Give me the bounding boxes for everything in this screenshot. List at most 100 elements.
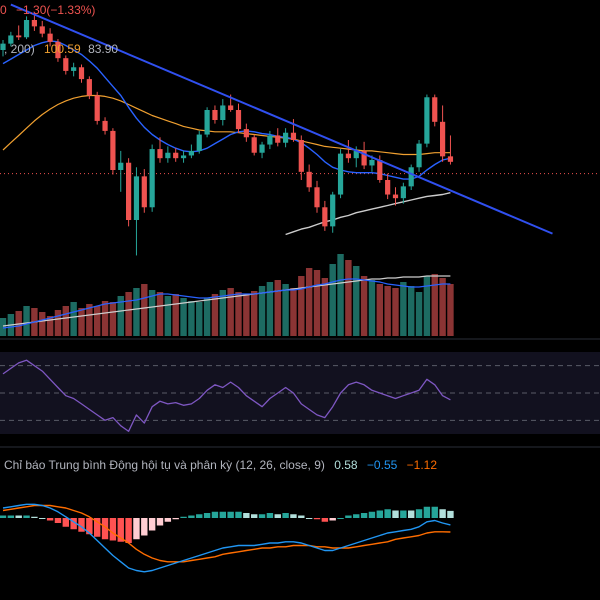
- candle-body: [78, 67, 85, 80]
- rsi-layer: [0, 359, 600, 432]
- price-layer: [0, 3, 600, 256]
- rsi-line: [2, 359, 451, 432]
- candle-body: [0, 43, 6, 50]
- volume-bar: [117, 296, 124, 336]
- legend-change: 0 −1.30(−1.33%): [0, 3, 95, 17]
- macd-hist-bar: [243, 513, 250, 518]
- candle-body: [345, 153, 351, 159]
- candle-body: [314, 187, 320, 208]
- volume-layer: [0, 254, 454, 336]
- volume-bar: [78, 308, 85, 336]
- volume-bar: [227, 288, 234, 336]
- candle-body: [353, 150, 359, 159]
- candle-body: [86, 79, 92, 96]
- candle-body: [361, 150, 367, 166]
- macd-hist-bar: [321, 518, 329, 522]
- volume-bar: [219, 290, 226, 336]
- volume-bar: [298, 276, 305, 336]
- macd-hist-bar: [384, 509, 391, 518]
- macd-hist-bar: [400, 510, 407, 518]
- ma-mid-line: [2, 94, 451, 156]
- macd-hist-bar: [337, 518, 344, 519]
- macd-hist-bar: [227, 511, 234, 518]
- volume-bar: [188, 301, 195, 336]
- candle-body: [440, 121, 446, 157]
- volume-bar: [46, 316, 54, 336]
- volume-bar: [337, 254, 344, 336]
- macd-hist-bar: [188, 515, 195, 518]
- volume-bar: [39, 312, 46, 336]
- volume-bar: [62, 306, 69, 336]
- macd-hist-bar: [211, 511, 219, 518]
- macd-hist-bar: [376, 510, 383, 518]
- candle-body: [220, 105, 226, 120]
- macd-hist-bar: [15, 515, 22, 518]
- macd-layer: [0, 503, 454, 573]
- candle-body: [212, 110, 218, 120]
- macd-hist-bar: [148, 518, 156, 531]
- macd-hist-bar: [0, 515, 7, 518]
- macd-hist-bar: [274, 514, 281, 518]
- candle-body: [392, 194, 399, 199]
- macd-signal-value: −1.12: [406, 458, 438, 472]
- macd-hist-bar: [313, 518, 321, 520]
- candle-body: [71, 67, 77, 71]
- legend-moving-averages: , 200) 100.59 83.90: [4, 42, 118, 56]
- volume-bar: [243, 294, 250, 336]
- macd-hist-bar: [368, 511, 376, 518]
- macd-hist-bar: [353, 514, 360, 518]
- candle-body: [432, 97, 438, 122]
- candle-body: [102, 120, 108, 131]
- volume-bar: [235, 292, 242, 336]
- candle-body: [377, 160, 383, 180]
- macd-hist-bar: [439, 509, 446, 518]
- volume-bar: [148, 290, 156, 336]
- candle-body: [196, 134, 202, 151]
- volume-ma-short-line: [2, 278, 451, 329]
- macd-hist-bar: [251, 514, 258, 518]
- candle-body: [275, 135, 281, 143]
- macd-hist-bar: [86, 518, 93, 535]
- macd-hist-bar: [345, 515, 352, 518]
- ma-params: , 200): [4, 42, 35, 56]
- volume-bar: [156, 292, 164, 336]
- macd-hist-bar: [54, 518, 62, 523]
- volume-bar: [180, 298, 187, 336]
- volume-bar: [368, 280, 376, 336]
- macd-hist-bar: [7, 515, 15, 518]
- volume-bar: [141, 284, 148, 336]
- candle-body: [55, 41, 61, 59]
- macd-title: Chỉ báo Trung bình Động hội tụ và phân k…: [4, 458, 325, 472]
- candle-body: [447, 156, 454, 162]
- candle-body: [31, 20, 37, 27]
- candle-body: [385, 180, 391, 195]
- volume-bar: [211, 294, 219, 336]
- candle-body: [126, 162, 132, 220]
- macd-hist-value: 0.58: [334, 458, 358, 472]
- candle-body: [47, 33, 53, 42]
- candle-body: [94, 95, 100, 121]
- volume-bar: [251, 291, 258, 336]
- candle-body: [290, 132, 297, 140]
- candle-body: [416, 143, 422, 168]
- candle-body: [267, 135, 273, 145]
- ma-value-2: 83.90: [88, 42, 119, 56]
- volume-bar: [94, 306, 101, 336]
- legend-macd: Chỉ báo Trung bình Động hội tụ và phân k…: [4, 458, 437, 472]
- macd-hist-bar: [78, 518, 85, 532]
- volume-bar: [0, 318, 7, 336]
- macd-hist-bar: [172, 518, 179, 520]
- candle-body: [110, 130, 116, 170]
- macd-hist-bar: [133, 518, 140, 540]
- volume-bar: [109, 302, 117, 336]
- volume-bar: [101, 301, 109, 336]
- ma-long-line: [285, 192, 451, 236]
- volume-bar: [423, 276, 431, 336]
- macd-hist-bar: [23, 515, 30, 518]
- candle-body: [228, 105, 234, 110]
- volume-bar: [164, 296, 172, 336]
- macd-hist-bar: [62, 518, 69, 527]
- volume-bar: [384, 286, 391, 336]
- macd-hist-bar: [447, 510, 454, 518]
